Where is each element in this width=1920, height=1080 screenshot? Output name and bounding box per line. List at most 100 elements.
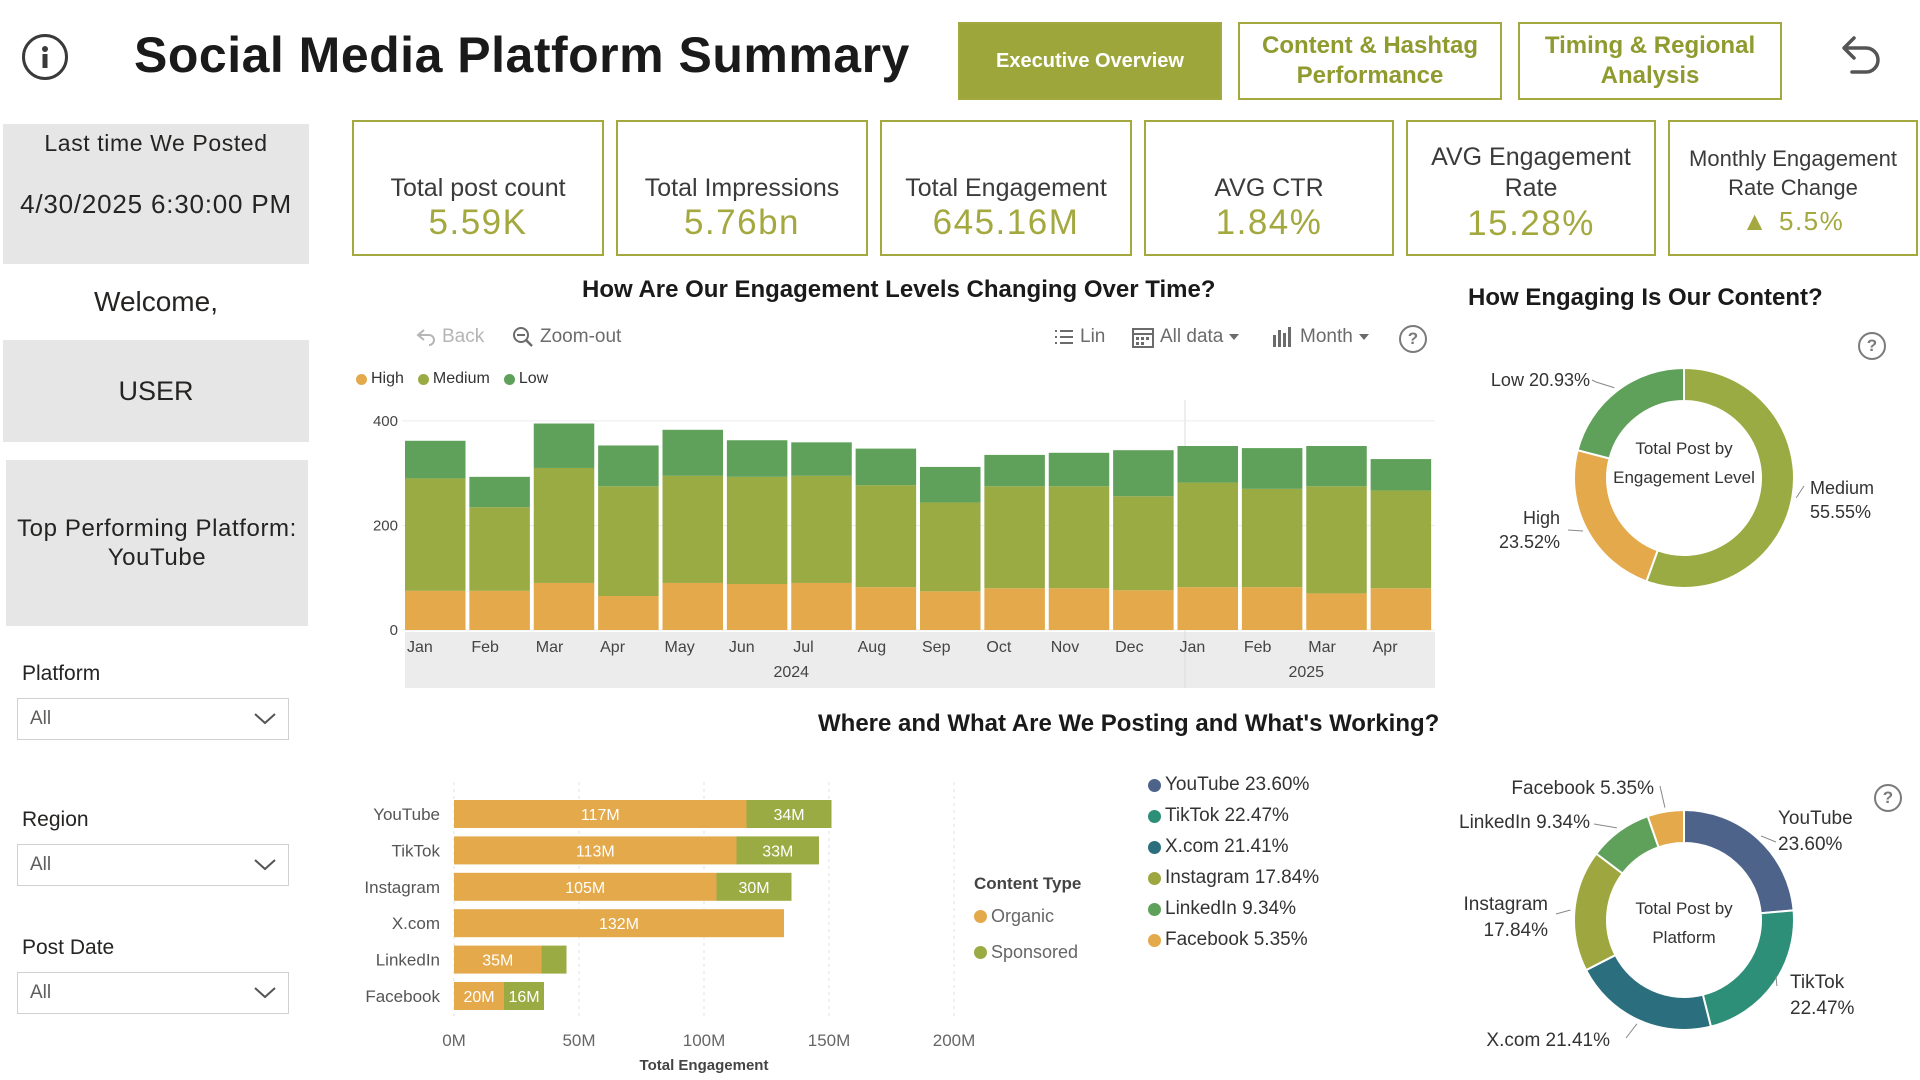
legend-dot — [1148, 933, 1161, 947]
kpi-total-impressions: Total Impressions 5.76bn — [616, 120, 868, 256]
legend-linkedin[interactable]: LinkedIn 9.34% — [1148, 898, 1319, 920]
info-button[interactable] — [22, 34, 68, 80]
legend-label: X.com 21.41% — [1165, 836, 1289, 857]
bar-low — [726, 440, 788, 477]
nav-timing-regional[interactable]: Timing & Regional Analysis — [1518, 22, 1782, 100]
help-icon[interactable]: ? — [1858, 332, 1886, 360]
info-icon — [42, 46, 48, 68]
platform-slicer[interactable]: All — [17, 698, 289, 740]
welcome-text: Welcome, — [94, 286, 218, 317]
bar-organic — [454, 982, 504, 1010]
legend-dot — [1148, 902, 1161, 916]
back-button[interactable]: Back — [416, 326, 484, 348]
help-icon[interactable]: ? — [1874, 784, 1902, 812]
bar-low — [1306, 446, 1367, 487]
bar-medium — [533, 467, 595, 583]
legend-medium[interactable]: Medium — [417, 370, 490, 388]
bar-low — [984, 454, 1045, 487]
bar-high — [469, 590, 530, 630]
donut-center-label: Total Post by — [1635, 899, 1733, 918]
slice-label: TikTok — [1790, 972, 1845, 993]
bar-high — [1113, 590, 1174, 630]
x-tick-label: Jun — [729, 639, 755, 656]
linear-scale-button[interactable]: Lin — [1054, 326, 1105, 348]
legend-dot — [974, 946, 987, 959]
bar-low — [855, 448, 917, 486]
bar-medium — [984, 486, 1045, 589]
legend-xcom[interactable]: X.com 21.41% — [1148, 836, 1319, 858]
y-tick-label: 400 — [373, 413, 398, 430]
legend-high[interactable]: High — [356, 370, 404, 388]
bar-low — [469, 476, 530, 508]
legend-youtube[interactable]: YouTube 23.60% — [1148, 774, 1319, 796]
engagement-by-platform-chart: 0M 50M 100M 150M 200M Total Engagement YouTube… — [364, 782, 975, 1074]
leader-line — [1555, 909, 1571, 915]
y-tick-label: LinkedIn — [376, 951, 440, 970]
bar-medium — [598, 486, 659, 597]
kpi-label: Total Engagement — [905, 174, 1107, 202]
x-tick-label: Jan — [1180, 639, 1206, 656]
kpi-label: Monthly Engagement Rate Change — [1689, 146, 1897, 200]
legend-sponsored[interactable]: Sponsored — [974, 942, 1078, 963]
last-posted-value: 4/30/2025 6:30:00 PM — [20, 189, 292, 219]
user-name: USER — [3, 340, 309, 442]
x-axis-title: Total Engagement — [640, 1057, 769, 1074]
region-slicer[interactable]: All — [17, 844, 289, 886]
chevron-down-icon — [254, 987, 276, 999]
zoom-out-label: Zoom-out — [540, 326, 622, 347]
engagement-level-donut: Medium 55.55% High 23.52% Low 20.93% Total Po… — [1491, 366, 1874, 589]
legend-tiktok[interactable]: TikTok 22.47% — [1148, 805, 1319, 827]
zoom-out-button[interactable]: Zoom-out — [512, 326, 621, 348]
legend-label: TikTok 22.47% — [1165, 805, 1289, 826]
bar-medium — [1306, 486, 1367, 594]
donut-center-label: Engagement Level — [1613, 468, 1755, 487]
legend-label: Medium — [432, 370, 490, 387]
back-label: Back — [442, 326, 485, 347]
month-dropdown[interactable]: Month — [1272, 326, 1369, 348]
post-date-slicer-label: Post Date — [22, 936, 115, 959]
bar-sponsored — [736, 836, 819, 865]
x-tick-label: Jan — [407, 639, 433, 656]
x-tick-label: Mar — [536, 639, 564, 656]
x-tick-label: Aug — [858, 639, 886, 656]
legend-facebook[interactable]: Facebook 5.35% — [1148, 929, 1319, 951]
kpi-value: 5.59K — [428, 203, 528, 242]
kpi-value: 15.28% — [1467, 204, 1595, 243]
slice-label: Instagram — [1464, 894, 1548, 915]
calendar-icon — [1132, 328, 1154, 348]
kpi-value: 645.16M — [932, 203, 1080, 242]
y-tick-label: Facebook — [365, 987, 440, 1006]
x-tick-label: Nov — [1051, 639, 1079, 656]
y-tick-label: 0 — [390, 622, 398, 639]
nav-content-hashtag[interactable]: Content & Hashtag Performance — [1238, 22, 1502, 100]
year-label: 2024 — [773, 664, 809, 681]
bar-label: 113M — [576, 843, 615, 860]
x-tick-label: 50M — [562, 1031, 595, 1050]
x-tick-label: Dec — [1115, 639, 1143, 656]
back-arrow-icon[interactable] — [1832, 30, 1884, 82]
bar-label: 30M — [738, 880, 769, 897]
legend-low[interactable]: Low — [503, 370, 548, 388]
kpi-avg-engagement-rate: AVG Engagement Rate 15.28% — [1406, 120, 1656, 256]
y-tick-label: 200 — [373, 517, 398, 534]
slice-label: Medium — [1810, 478, 1874, 498]
legend-organic[interactable]: Organic — [974, 906, 1054, 927]
leader-line — [1593, 823, 1617, 829]
bar-low — [1177, 446, 1239, 483]
zoom-out-icon — [513, 327, 533, 347]
bar-medium — [1113, 496, 1174, 591]
platform-donut: YouTube 23.60% TikTok 22.47% X.com 21.41% Ins… — [1459, 778, 1855, 1051]
legend-instagram[interactable]: Instagram 17.84% — [1148, 867, 1319, 889]
bar-medium — [920, 502, 981, 592]
content-type-legend-title: Content Type — [974, 874, 1082, 893]
bar-sponsored — [746, 800, 832, 828]
platform-slicer-label: Platform — [22, 662, 101, 685]
post-date-slicer[interactable]: All — [17, 972, 289, 1014]
legend-dot — [1148, 778, 1161, 792]
help-icon[interactable]: ? — [1399, 325, 1427, 353]
nav-executive-overview[interactable]: Executive Overview — [958, 22, 1222, 100]
slice-label: YouTube — [1778, 808, 1853, 829]
page-title: Social Media Platform Summary — [134, 27, 910, 83]
platform-slicer-value: All — [30, 708, 52, 729]
all-data-dropdown[interactable]: All data — [1132, 326, 1240, 348]
